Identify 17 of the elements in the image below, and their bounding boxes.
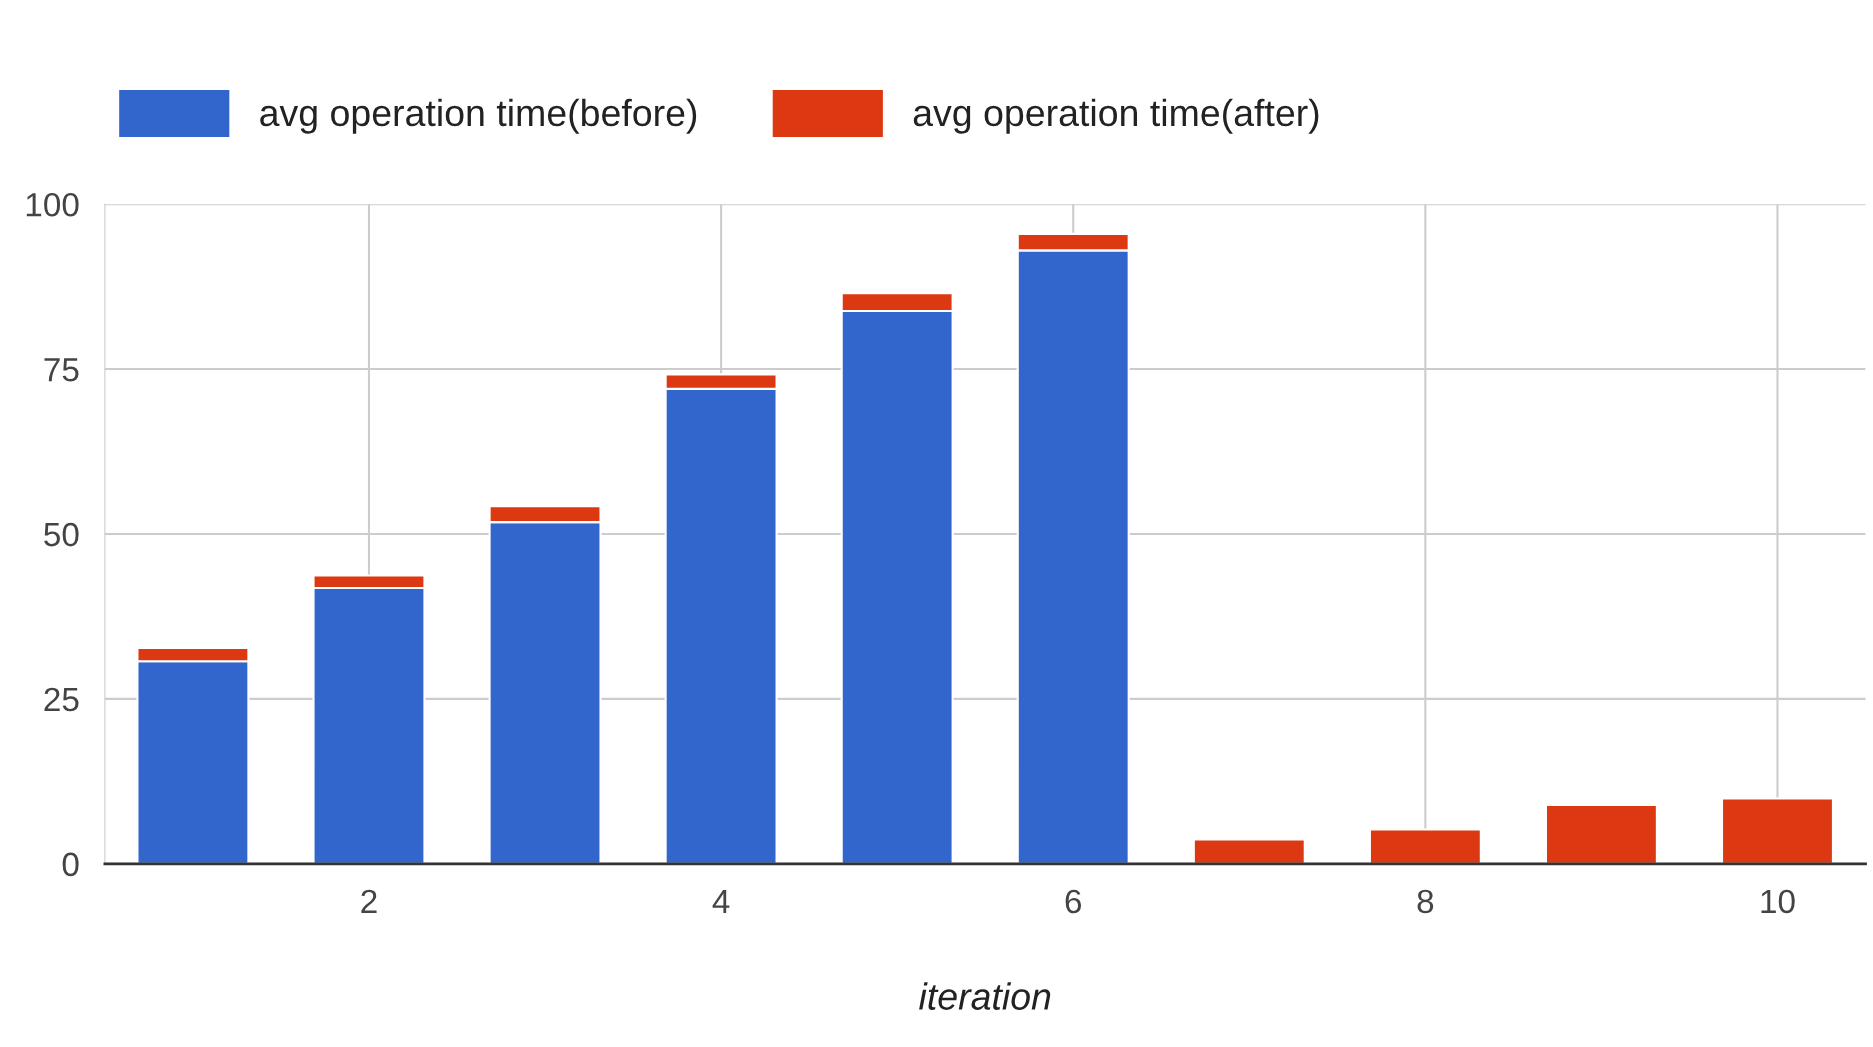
y-tick-label: 100	[26, 192, 79, 217]
x-axis-title: iteration	[919, 982, 1051, 1010]
x-tick-label: 2	[361, 889, 377, 913]
y-tick-label: 50	[44, 522, 79, 547]
y-tick-label: 25	[44, 687, 79, 712]
legend-label: avg operation time(after)	[913, 98, 1319, 134]
bar	[1192, 838, 1306, 864]
bar	[1720, 797, 1834, 864]
x-tick-label: 6	[1065, 889, 1082, 914]
bar	[1544, 804, 1658, 864]
y-tick-label: 0	[62, 852, 79, 877]
x-tick-label: 10	[1761, 889, 1795, 914]
x-tick-label: 8	[1417, 889, 1434, 914]
bar	[1368, 828, 1482, 864]
x-tick-label: 4	[712, 890, 730, 913]
legend-label: avg operation time(before)	[260, 98, 697, 134]
y-tick-label: 75	[44, 358, 79, 382]
